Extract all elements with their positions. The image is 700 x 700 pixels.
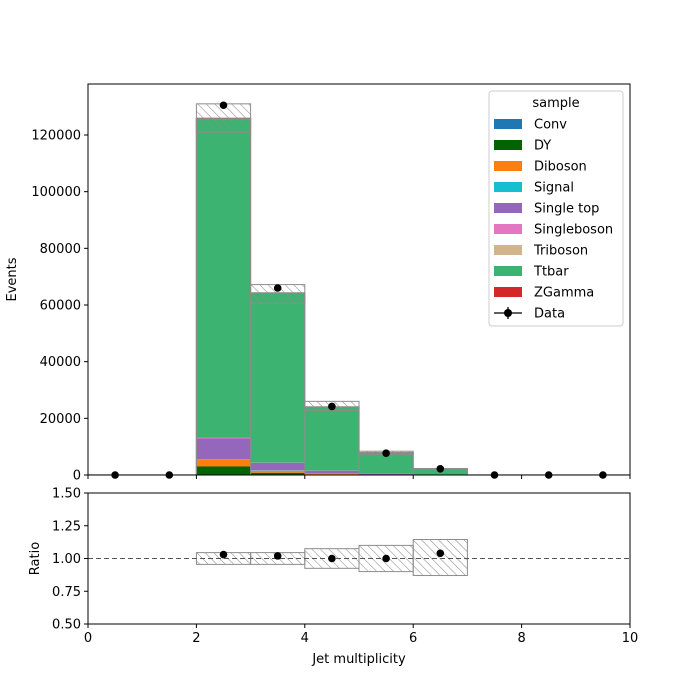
bar-dy: [196, 466, 251, 475]
legend-label-signal: Signal: [534, 181, 574, 196]
main-y-tick-label: 100000: [31, 185, 81, 200]
main-y-axis-label: Events: [5, 257, 20, 301]
bar-ttbar: [250, 293, 305, 463]
legend-label-dy: DY: [534, 139, 551, 154]
main-y-tick-label: 40000: [40, 355, 81, 370]
ratio-point: [382, 554, 390, 563]
bar-diboson: [196, 459, 251, 467]
ratio-points: [219, 549, 445, 563]
main-y-tick-label: 60000: [40, 299, 81, 314]
ratio-y-ticks: 0.50 0.75 1.00 1.25 1.50: [52, 487, 88, 633]
legend-frame: [488, 90, 624, 327]
ratio-y-tick-label: 1.25: [52, 519, 81, 534]
legend-swatch-signal: [494, 182, 522, 192]
legend-swatch-ttbar: [494, 266, 522, 276]
legend-title: sample: [532, 96, 579, 111]
bar-ttbar: [304, 406, 359, 471]
ratio-y-tick-label: 0.75: [52, 585, 81, 600]
main-y-tick-label: 120000: [31, 129, 81, 144]
ratio-y-tick-label: 1.50: [52, 487, 81, 502]
stacked-bars: [196, 118, 468, 475]
data-point: [436, 464, 445, 473]
bar-single-top: [196, 438, 251, 460]
ratio-uncertainty-band: [195, 539, 468, 577]
legend-data-marker: [504, 309, 512, 317]
legend-swatch-single-top: [494, 203, 522, 213]
x-tick-label: 2: [192, 631, 200, 646]
legend-swatch-conv: [494, 119, 522, 129]
x-tick-label: 0: [84, 631, 92, 646]
main-y-tick-label: 20000: [40, 412, 81, 427]
legend-swatch-singleboson: [494, 224, 522, 234]
legend-label-singleboson: Singleboson: [534, 223, 613, 238]
legend-label-triboson: Triboson: [533, 244, 588, 259]
x-tick-label: 4: [301, 631, 309, 646]
bar-diboson: [304, 473, 359, 475]
legend-label-single-top: Single top: [534, 202, 599, 217]
ratio-y-tick-label: 1.00: [52, 552, 81, 567]
x-tick-label: 6: [409, 631, 417, 646]
ratio-point: [328, 554, 336, 563]
legend-label-zgamma: ZGamma: [534, 286, 594, 301]
legend-label-diboson: Diboson: [534, 160, 587, 175]
legend-swatch-triboson: [494, 245, 522, 255]
bar-single-top: [304, 470, 359, 474]
x-tick-label: 10: [622, 631, 639, 646]
ratio-panel: 0 2 4 6 8 10 0.50 0.75 1.00 1.25 1.50 Ratio Jet m…: [28, 487, 638, 668]
ratio-point: [436, 549, 445, 558]
legend-swatch-zgamma: [494, 287, 522, 297]
main-x-ticks: [87, 475, 631, 479]
bar-diboson: [250, 470, 305, 473]
bar-single-top: [359, 473, 414, 475]
bar-dy: [250, 472, 305, 475]
main-y-tick-label: 80000: [40, 242, 81, 257]
legend-swatch-dy: [494, 140, 522, 150]
data-point: [328, 402, 336, 411]
ratio-x-ticks: 0 2 4 6 8 10: [84, 624, 638, 646]
ratio-uncertainty-bin: [412, 539, 468, 577]
main-y-ticks: 0 20000 40000 60000 80000 100000 120000: [31, 129, 88, 484]
bar-singleboson: [196, 437, 251, 439]
main-y-tick-label: 0: [73, 469, 81, 484]
legend-label-data: Data: [534, 307, 565, 322]
x-tick-label: 8: [517, 631, 525, 646]
data-point: [382, 449, 390, 457]
bar-ttbar: [196, 119, 251, 438]
legend-swatch-diboson: [494, 161, 522, 171]
x-axis-label: Jet multiplicity: [311, 652, 406, 667]
ratio-y-axis-label: Ratio: [28, 542, 43, 575]
main-panel: 0 20000 40000 60000 80000 100000 120000 Events…: [5, 83, 631, 484]
main-axes-frame: [87, 83, 631, 476]
ratio-y-tick-label: 0.50: [52, 618, 81, 633]
bar-single-top: [250, 462, 305, 471]
bar-ttbar: [359, 452, 414, 474]
ratio-point: [219, 550, 228, 559]
ratio-point: [273, 552, 282, 560]
legend-label-conv: Conv: [534, 118, 567, 133]
data-point: [273, 284, 282, 292]
data-points: [111, 101, 607, 479]
data-point: [219, 101, 228, 110]
legend: sample Conv DY Diboson Signal Single top Sing…: [488, 90, 624, 327]
legend-label-ttbar: Ttbar: [533, 265, 569, 280]
